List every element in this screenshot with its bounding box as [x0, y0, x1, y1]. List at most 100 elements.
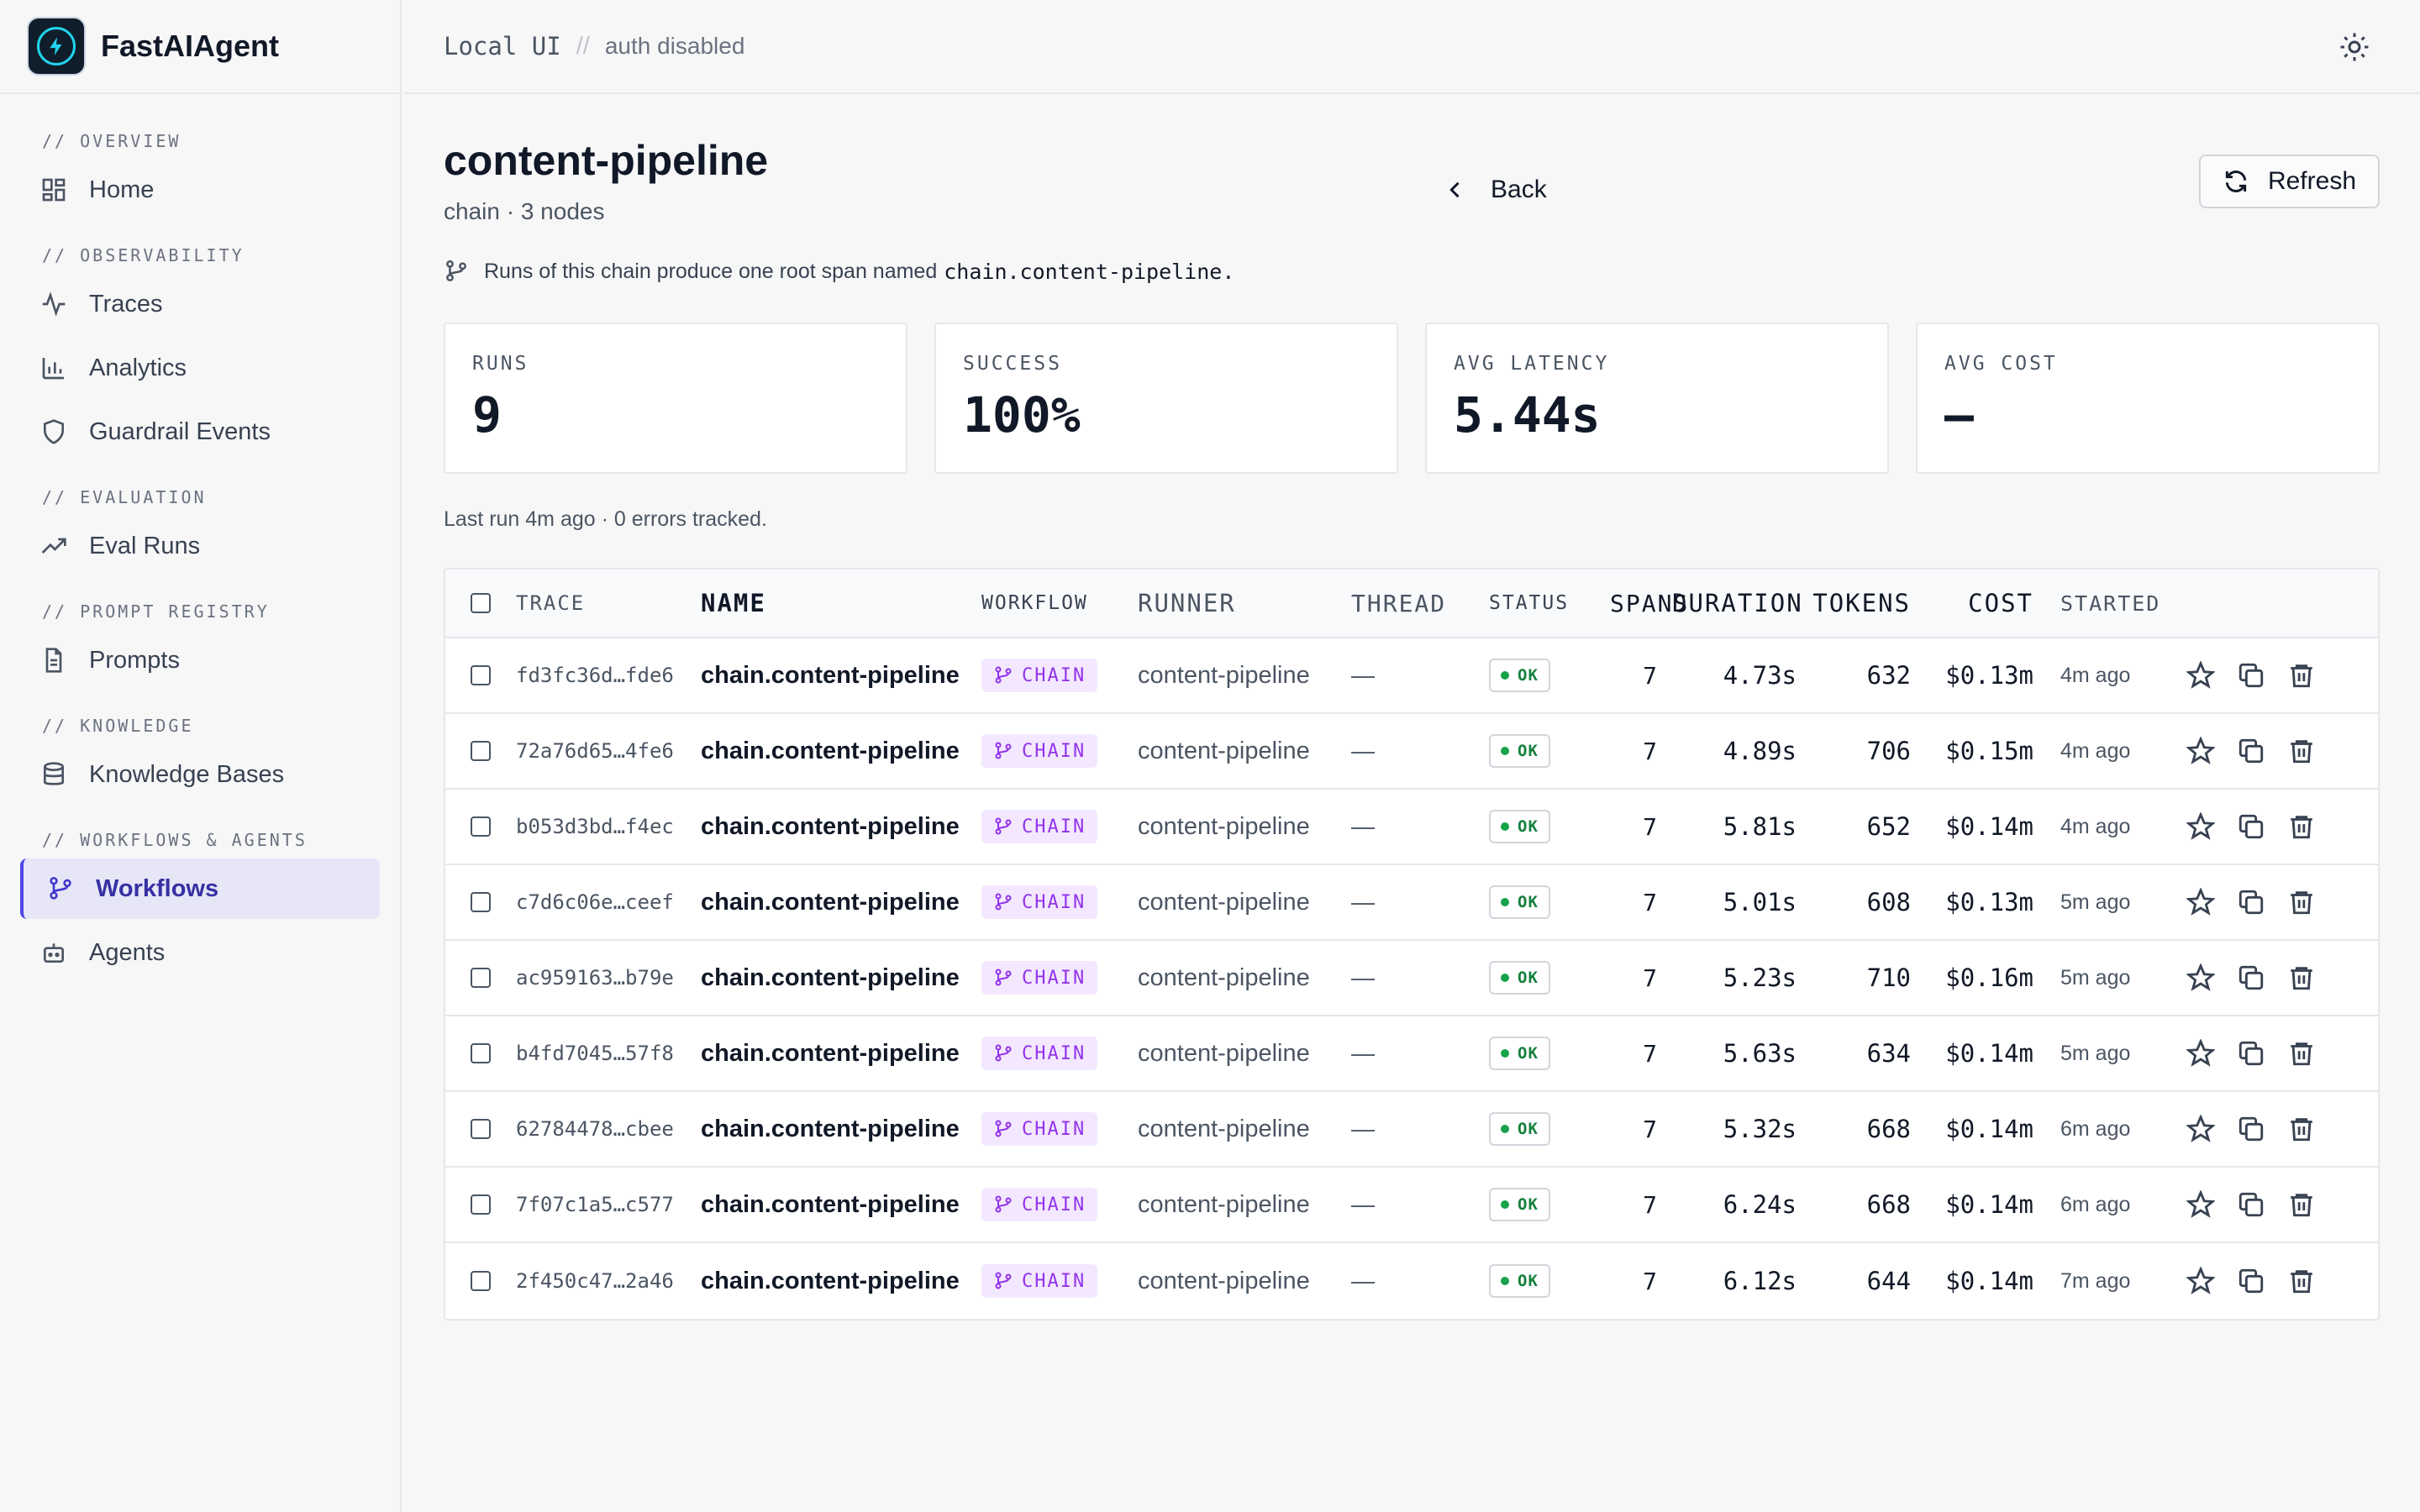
trash-icon[interactable]: [2287, 1267, 2316, 1295]
copy-icon[interactable]: [2237, 1039, 2265, 1068]
trash-icon[interactable]: [2287, 1115, 2316, 1143]
copy-icon[interactable]: [2237, 888, 2265, 916]
copy-icon[interactable]: [2237, 963, 2265, 992]
trash-icon[interactable]: [2287, 812, 2316, 841]
col-runner[interactable]: RUNNER: [1138, 589, 1236, 617]
table-row[interactable]: fd3fc36d…fde6 chain.content-pipeline CHA…: [445, 638, 2378, 714]
trace-id[interactable]: 72a76d65…4fe6: [516, 739, 674, 763]
trash-icon[interactable]: [2287, 1190, 2316, 1219]
run-name[interactable]: chain.content-pipeline: [701, 737, 960, 764]
star-icon[interactable]: [2186, 1039, 2215, 1068]
table-row[interactable]: 7f07c1a5…c577 chain.content-pipeline CHA…: [445, 1168, 2378, 1243]
row-checkbox[interactable]: [471, 741, 491, 761]
table-row[interactable]: ac959163…b79e chain.content-pipeline CHA…: [445, 941, 2378, 1016]
col-thread[interactable]: THREAD: [1351, 589, 1447, 617]
trash-icon[interactable]: [2287, 737, 2316, 765]
star-icon[interactable]: [2186, 1267, 2215, 1295]
star-icon[interactable]: [2186, 1115, 2215, 1143]
run-name[interactable]: chain.content-pipeline: [701, 1039, 960, 1067]
row-checkbox[interactable]: [471, 1271, 491, 1291]
table-row[interactable]: b4fd7045…57f8 chain.content-pipeline CHA…: [445, 1016, 2378, 1092]
star-icon[interactable]: [2186, 1190, 2215, 1219]
runner: content-pipeline: [1138, 812, 1310, 840]
row-checkbox[interactable]: [471, 1043, 491, 1063]
run-name[interactable]: chain.content-pipeline: [701, 661, 960, 689]
workflow-badge-label: CHAIN: [1022, 1118, 1086, 1140]
run-name[interactable]: chain.content-pipeline: [701, 812, 960, 840]
refresh-button[interactable]: Refresh: [2198, 155, 2380, 208]
col-trace[interactable]: TRACE: [516, 591, 586, 615]
workflow-badge-label: CHAIN: [1022, 816, 1086, 837]
star-icon[interactable]: [2186, 963, 2215, 992]
trace-id[interactable]: fd3fc36d…fde6: [516, 664, 674, 687]
row-checkbox[interactable]: [471, 816, 491, 837]
sun-icon[interactable]: [2339, 32, 2370, 62]
runner: content-pipeline: [1138, 1190, 1310, 1218]
col-tokens[interactable]: TOKENS: [1812, 589, 1911, 617]
sidebar-item-agents[interactable]: Agents: [20, 922, 380, 983]
trace-id[interactable]: 62784478…cbee: [516, 1117, 674, 1141]
sidebar-item-eval-runs[interactable]: Eval Runs: [20, 516, 380, 576]
trash-icon[interactable]: [2287, 888, 2316, 916]
sidebar-item-analytics[interactable]: Analytics: [20, 338, 380, 398]
row-checkbox[interactable]: [471, 1194, 491, 1215]
table-header: TRACE NAME WORKFLOW RUNNER THREAD STATUS…: [445, 570, 2378, 638]
row-checkbox[interactable]: [471, 968, 491, 988]
copy-icon[interactable]: [2237, 1190, 2265, 1219]
brand[interactable]: FastAIAgent: [0, 0, 400, 94]
select-all-checkbox[interactable]: [471, 593, 491, 613]
trace-id[interactable]: 2f450c47…2a46: [516, 1269, 674, 1293]
back-button[interactable]: Back: [1444, 165, 1547, 215]
tokens: 706: [1866, 737, 1911, 765]
trace-id[interactable]: b053d3bd…f4ec: [516, 815, 674, 838]
row-checkbox[interactable]: [471, 1119, 491, 1139]
trash-icon[interactable]: [2287, 661, 2316, 690]
run-name[interactable]: chain.content-pipeline: [701, 1267, 960, 1294]
star-icon[interactable]: [2186, 737, 2215, 765]
sidebar-item-knowledge-bases[interactable]: Knowledge Bases: [20, 744, 380, 805]
table-row[interactable]: 72a76d65…4fe6 chain.content-pipeline CHA…: [445, 714, 2378, 790]
col-duration[interactable]: DURATION: [1672, 589, 1803, 617]
status-dot-icon: [1501, 671, 1509, 680]
status-label: OK: [1518, 1044, 1539, 1063]
sidebar-item-home[interactable]: Home: [20, 160, 380, 220]
status-badge: OK: [1489, 810, 1550, 843]
row-checkbox[interactable]: [471, 665, 491, 685]
copy-icon[interactable]: [2237, 737, 2265, 765]
sidebar-item-prompts[interactable]: Prompts: [20, 630, 380, 690]
trace-id[interactable]: ac959163…b79e: [516, 966, 674, 990]
col-spans[interactable]: SPANS: [1610, 589, 1690, 617]
col-cost[interactable]: COST: [1968, 589, 2033, 617]
started: 4m ago: [2060, 738, 2131, 763]
star-icon[interactable]: [2186, 888, 2215, 916]
col-status[interactable]: STATUS: [1489, 592, 1570, 614]
trace-id[interactable]: 7f07c1a5…c577: [516, 1193, 674, 1216]
table-row[interactable]: 2f450c47…2a46 chain.content-pipeline CHA…: [445, 1243, 2378, 1319]
copy-icon[interactable]: [2237, 661, 2265, 690]
table-row[interactable]: c7d6c06e…ceef chain.content-pipeline CHA…: [445, 865, 2378, 941]
table-row[interactable]: b053d3bd…f4ec chain.content-pipeline CHA…: [445, 790, 2378, 865]
col-workflow[interactable]: WORKFLOW: [981, 592, 1088, 614]
col-started[interactable]: STARTED: [2060, 591, 2161, 616]
git-branch-icon: [50, 877, 71, 900]
trash-icon[interactable]: [2287, 1039, 2316, 1068]
sidebar-item-workflows[interactable]: Workflows: [20, 858, 380, 919]
trace-id[interactable]: b4fd7045…57f8: [516, 1042, 674, 1065]
sidebar-item-guardrail-events[interactable]: Guardrail Events: [20, 402, 380, 462]
run-name[interactable]: chain.content-pipeline: [701, 963, 960, 991]
run-name[interactable]: chain.content-pipeline: [701, 1115, 960, 1142]
copy-icon[interactable]: [2237, 812, 2265, 841]
copy-icon[interactable]: [2237, 1115, 2265, 1143]
sidebar-item-label: Traces: [89, 290, 163, 318]
run-name[interactable]: chain.content-pipeline: [701, 888, 960, 916]
star-icon[interactable]: [2186, 812, 2215, 841]
sidebar-item-traces[interactable]: Traces: [20, 274, 380, 334]
row-checkbox[interactable]: [471, 892, 491, 912]
trace-id[interactable]: c7d6c06e…ceef: [516, 890, 674, 914]
col-name[interactable]: NAME: [701, 589, 766, 617]
table-row[interactable]: 62784478…cbee chain.content-pipeline CHA…: [445, 1092, 2378, 1168]
run-name[interactable]: chain.content-pipeline: [701, 1190, 960, 1218]
copy-icon[interactable]: [2237, 1267, 2265, 1295]
trash-icon[interactable]: [2287, 963, 2316, 992]
star-icon[interactable]: [2186, 661, 2215, 690]
